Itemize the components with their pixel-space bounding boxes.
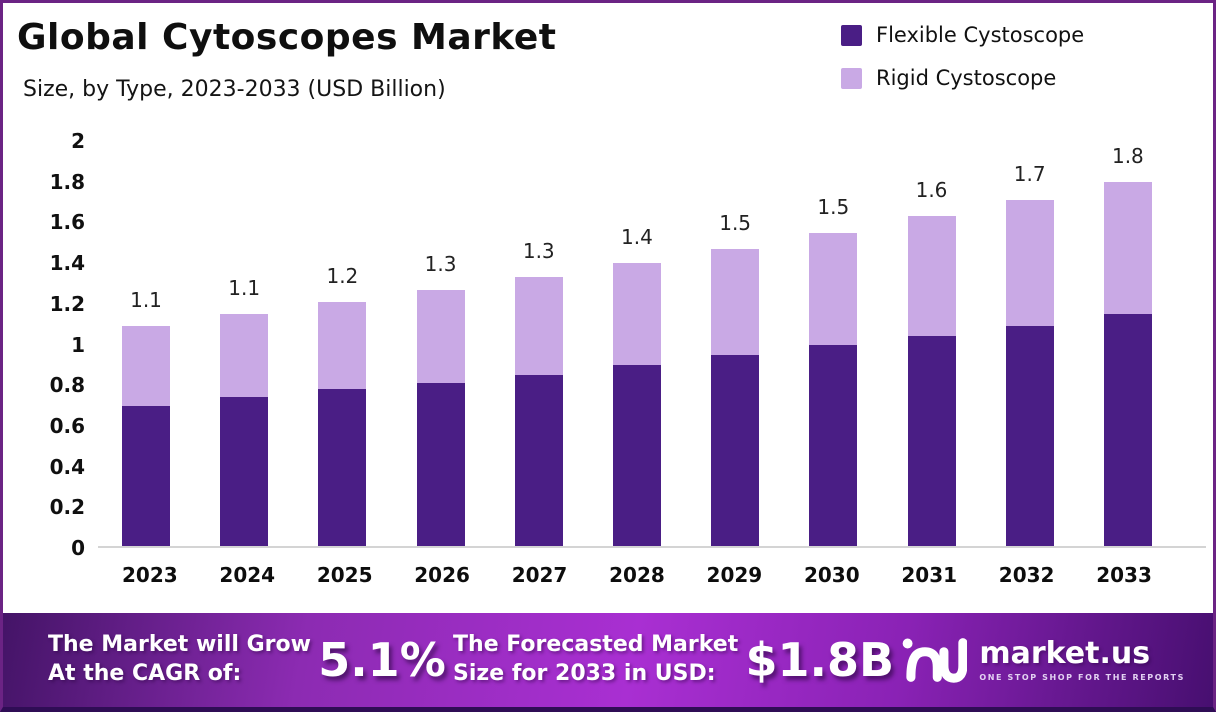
bar-column-2033: 1.8 bbox=[1103, 143, 1152, 546]
bar-segment-rigid bbox=[1103, 181, 1152, 315]
bar-column-2032: 1.7 bbox=[1005, 162, 1054, 546]
bar-segment-rigid bbox=[809, 232, 858, 345]
bar-column-2028: 1.4 bbox=[612, 225, 661, 546]
marketus-brand-tagline: ONE STOP SHOP FOR THE REPORTS bbox=[979, 672, 1185, 682]
bar-column-2030: 1.5 bbox=[809, 194, 858, 546]
legend-item-rigid: Rigid Cystoscope bbox=[841, 66, 1084, 90]
bar-chart-plot: 1.1 1.1 1.2 1.3 1.3 1.4 1.5 1.5 1.6 1.7 1.8 bbox=[98, 141, 1206, 548]
x-axis: 2023 2024 2025 2026 2027 2028 2029 2030 2031 2032… bbox=[98, 563, 1206, 587]
forecast-label-line1: The Forecasted Market bbox=[453, 632, 739, 658]
bar-column-2031: 1.6 bbox=[907, 178, 956, 546]
bar-total-label: 1.5 bbox=[817, 194, 850, 219]
forecast-label-line2: Size for 2033 in USD: bbox=[453, 661, 716, 686]
y-axis: 2 1.8 1.6 1.4 1.2 1 0.8 0.6 0.4 0.2 0 bbox=[17, 3, 85, 603]
x-tick-label-2025: 2025 bbox=[316, 563, 373, 587]
marketus-brand-text: market.us ONE STOP SHOP FOR THE REPORTS bbox=[979, 635, 1185, 682]
bar-segment-rigid bbox=[1005, 200, 1054, 327]
y-tick-label: 0 bbox=[71, 536, 85, 560]
page-subtitle: Size, by Type, 2023-2033 (USD Billion) bbox=[23, 77, 446, 102]
bar-total-label: 1.7 bbox=[1013, 162, 1046, 187]
cagr-label-line1: The Market will Grow bbox=[48, 632, 311, 658]
x-tick-label-2033: 2033 bbox=[1096, 563, 1152, 587]
y-tick-label: 0.2 bbox=[49, 495, 85, 520]
bar-total-label: 1.5 bbox=[719, 210, 752, 235]
x-tick-label-2028: 2028 bbox=[609, 563, 665, 587]
bar-segment-flexible bbox=[907, 336, 956, 546]
x-tick-label-2032: 2032 bbox=[998, 563, 1055, 587]
bar-segment-flexible bbox=[220, 397, 269, 546]
bar-segment-rigid bbox=[612, 263, 661, 365]
bar-column-2024: 1.1 bbox=[220, 276, 269, 546]
cagr-label-line2: At the CAGR of: bbox=[48, 661, 242, 686]
bar-segment-flexible bbox=[514, 375, 563, 546]
bar-segment-flexible bbox=[318, 389, 367, 546]
page-title: Global Cytoscopes Market bbox=[17, 17, 557, 58]
cagr-label: The Market will Grow At the CAGR of: bbox=[48, 631, 311, 688]
marketus-brand-name: market.us bbox=[979, 635, 1151, 671]
footer-banner: The Market will Grow At the CAGR of: 5.1… bbox=[3, 613, 1213, 707]
y-tick-label: 0.8 bbox=[49, 373, 85, 398]
x-tick-label-2023: 2023 bbox=[122, 563, 178, 587]
bar-segment-rigid bbox=[711, 248, 760, 355]
bar-segment-rigid bbox=[416, 289, 465, 384]
bar-segment-flexible bbox=[809, 344, 858, 546]
y-tick-label: 1.6 bbox=[49, 210, 85, 235]
bar-total-label: 1.1 bbox=[228, 276, 261, 301]
forecast-value: $1.8B bbox=[745, 633, 895, 687]
x-tick-label-2026: 2026 bbox=[414, 563, 470, 587]
y-tick-label: 0.6 bbox=[49, 413, 85, 438]
legend-label-rigid: Rigid Cystoscope bbox=[876, 66, 1057, 90]
bar-segment-flexible bbox=[416, 383, 465, 546]
y-tick-label: 1.4 bbox=[49, 251, 85, 276]
bar-segment-flexible bbox=[612, 364, 661, 546]
marketus-brand: market.us ONE STOP SHOP FOR THE REPORTS bbox=[901, 631, 1185, 689]
forecast-label: The Forecasted Market Size for 2033 in U… bbox=[453, 631, 738, 688]
chart-legend: Flexible Cystoscope Rigid Cystoscope bbox=[841, 23, 1084, 90]
bar-segment-rigid bbox=[220, 314, 269, 398]
bar-column-2026: 1.3 bbox=[416, 251, 465, 546]
legend-label-flexible: Flexible Cystoscope bbox=[876, 23, 1085, 47]
bar-total-label: 1.6 bbox=[915, 178, 948, 203]
x-tick-label-2030: 2030 bbox=[803, 563, 860, 587]
bar-total-label: 1.8 bbox=[1111, 143, 1144, 168]
bar-segment-rigid bbox=[122, 326, 170, 406]
bar-segment-flexible bbox=[122, 405, 170, 546]
x-tick-label-2027: 2027 bbox=[511, 563, 568, 587]
bar-column-2025: 1.2 bbox=[318, 263, 367, 546]
bar-total-label: 1.1 bbox=[130, 288, 162, 313]
bar-segment-rigid bbox=[907, 216, 956, 337]
cagr-value: 5.1% bbox=[318, 633, 446, 687]
marketus-logo-icon bbox=[902, 638, 968, 683]
y-tick-label: 1.2 bbox=[49, 291, 85, 316]
x-tick-label-2024: 2024 bbox=[219, 563, 276, 587]
bar-total-label: 1.2 bbox=[326, 263, 359, 288]
bar-segment-rigid bbox=[318, 301, 367, 390]
legend-swatch-flexible-icon bbox=[841, 24, 862, 46]
bar-column-2023: 1.1 bbox=[122, 288, 170, 546]
legend-item-flexible: Flexible Cystoscope bbox=[841, 23, 1084, 47]
x-tick-label-2031: 2031 bbox=[901, 563, 958, 587]
x-tick-label-2029: 2029 bbox=[706, 563, 763, 587]
y-tick-label: 2 bbox=[71, 129, 85, 153]
bar-total-label: 1.3 bbox=[424, 251, 457, 276]
bar-column-2029: 1.5 bbox=[711, 210, 760, 546]
bar-total-label: 1.3 bbox=[522, 239, 555, 264]
y-tick-label: 0.4 bbox=[49, 454, 85, 479]
bar-column-2027: 1.3 bbox=[514, 239, 563, 546]
y-tick-label: 1 bbox=[71, 332, 85, 357]
bar-segment-flexible bbox=[1005, 326, 1054, 546]
bar-segment-rigid bbox=[514, 277, 563, 376]
bar-total-label: 1.4 bbox=[621, 225, 653, 250]
bar-segment-flexible bbox=[1103, 314, 1152, 546]
legend-swatch-rigid-icon bbox=[841, 67, 862, 89]
y-tick-label: 1.8 bbox=[49, 169, 85, 194]
bar-segment-flexible bbox=[711, 354, 760, 546]
